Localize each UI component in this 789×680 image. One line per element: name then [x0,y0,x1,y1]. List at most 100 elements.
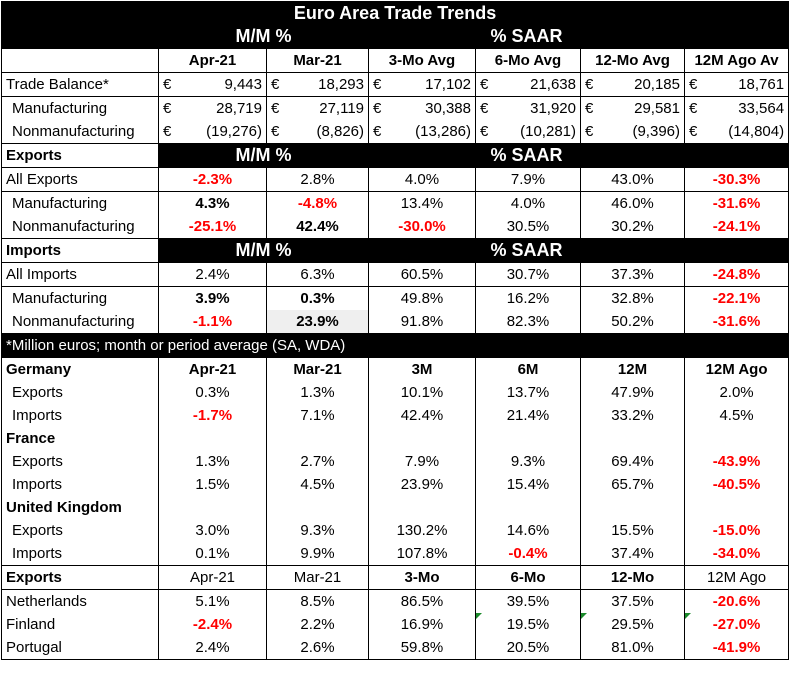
table-cell: -31.6% [683,310,789,334]
table-cell: -30.0% [368,215,476,239]
table-cell: 20,185 [634,76,680,93]
row-label: Imports [1,473,159,496]
table-cell: 1.5% [158,473,267,496]
footnote: *Million euros; month or period average … [0,333,789,358]
table-cell: 37.5% [580,589,685,613]
table-cell: 18,761 [738,76,785,93]
table-cell: (8,826) [316,123,364,140]
table-cell: 17,102 [425,76,471,93]
col-header: 3-Mo [368,565,476,590]
table-cell: 33.2% [580,404,685,427]
row-label: Exports [1,381,159,404]
col-header: 6-Mo [475,565,581,590]
currency-symbol: € [480,123,489,140]
table-cell: 7.9% [475,167,581,192]
table-cell: 31,920 [530,100,576,117]
table-cell: 60.5% [368,262,476,287]
table-cell: 1.3% [158,450,267,473]
table-cell: 4.3% [158,191,267,215]
col-header: 12M Ago [683,565,789,590]
table-cell: -1.7% [158,404,267,427]
table-cell: -34.0% [683,542,789,566]
table-cell: 86.5% [368,589,476,613]
row-label: Exports [1,519,159,542]
col-header: 12M Ago [683,357,789,381]
currency-symbol: € [373,123,382,140]
table-cell: -41.9% [683,636,789,660]
col-header: 12M [580,357,685,381]
table-cell: -40.5% [683,473,789,496]
row-label: All Imports [1,262,159,287]
table-cell: -2.3% [158,167,267,192]
col-header: Mar-21 [266,565,369,590]
table-cell: -25.1% [158,215,267,239]
table-cell: 69.4% [580,450,685,473]
table-cell: -20.6% [683,589,789,613]
table-cell: 13.7% [475,381,581,404]
row-label: All Exports [1,167,159,192]
row-label: Exports [1,450,159,473]
table-cell: 3.0% [158,519,267,542]
col-header: 6-Mo Avg [475,48,581,73]
table-cell: 107.8% [368,542,476,566]
currency-symbol: € [689,76,698,93]
mm-header: M/M % [158,143,369,168]
row-label: Trade Balance* [1,72,159,97]
table-cell: 29.5% [580,613,685,636]
table-cell: 2.6% [266,636,369,660]
table-cell: 3.9% [158,286,267,310]
currency-symbol: € [585,76,594,93]
currency-symbol: € [271,100,280,117]
table-cell: -31.6% [683,191,789,215]
col-header: Apr-21 [158,357,267,381]
table-cell: 9.3% [266,519,369,542]
table-cell: 8.5% [266,589,369,613]
table-cell: 20.5% [475,636,581,660]
currency-symbol: € [480,76,489,93]
table-cell: 29,581 [634,100,680,117]
table-cell: 23.9% [368,473,476,496]
table-cell: 9.3% [475,450,581,473]
row-label: Nonmanufacturing [1,120,159,144]
currency-symbol: € [585,123,594,140]
table-cell: -4.8% [266,191,369,215]
trade-table: Euro Area Trade Trends M/M % % SAAR Apr-… [0,1,789,660]
table-cell: 4.5% [266,473,369,496]
table-cell: 46.0% [580,191,685,215]
col-header: Apr-21 [158,565,267,590]
row-label: Imports [1,542,159,566]
table-cell: -30.3% [683,167,789,192]
currency-symbol: € [689,123,698,140]
currency-symbol: € [163,123,172,140]
table-cell: 43.0% [580,167,685,192]
table-cell: -2.4% [158,613,267,636]
table-cell: -15.0% [683,519,789,542]
mm-header: M/M % [158,25,369,49]
table-cell: 2.7% [266,450,369,473]
row-label: Imports [1,404,159,427]
table-cell: (14,804) [728,123,785,140]
table-cell: 9.9% [266,542,369,566]
currency-symbol: € [480,100,489,117]
row-label: Manufacturing [1,96,159,120]
table-cell: 2.8% [266,167,369,192]
table-cell: 2.0% [683,381,789,404]
table-cell: 50.2% [580,310,685,334]
col-header: 12M Ago Av [683,48,789,73]
table-cell: 30.7% [475,262,581,287]
currency-symbol: € [689,100,698,117]
saar-header: % SAAR [368,238,685,263]
table-cell: 42.4% [266,215,369,239]
table-cell: 81.0% [580,636,685,660]
table-cell: 10.1% [368,381,476,404]
table-cell: -22.1% [683,286,789,310]
row-label: Manufacturing [1,191,159,215]
table-cell: 42.4% [368,404,476,427]
table-cell: -27.0% [683,613,789,636]
table-cell: 2.2% [266,613,369,636]
table-cell: (9,396) [632,123,680,140]
col-header: Apr-21 [158,48,267,73]
table-cell: 130.2% [368,519,476,542]
table-cell: 15.4% [475,473,581,496]
table-cell: 2.4% [158,262,267,287]
